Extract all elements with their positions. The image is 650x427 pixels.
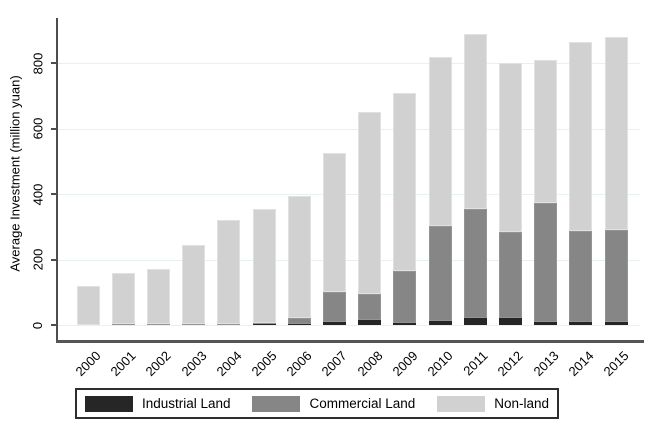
y-tick-label-text: 0	[30, 321, 46, 329]
segment-non-land	[358, 112, 382, 294]
segment-non-land	[463, 33, 487, 209]
bar-2011	[463, 33, 487, 325]
segment-industrial-land	[428, 321, 452, 325]
segment-industrial-land	[287, 324, 311, 325]
gridline-y-600	[58, 128, 640, 130]
legend-label: Commercial Land	[309, 396, 416, 411]
y-tick-label-text: 200	[30, 248, 46, 271]
segment-commercial-land	[534, 203, 558, 322]
segment-commercial-land	[428, 226, 452, 322]
segment-non-land	[146, 268, 170, 324]
segment-non-land	[604, 37, 628, 230]
legend-swatch-commercial-land	[252, 395, 301, 412]
gridline-y-800	[58, 63, 640, 65]
bar-2005	[252, 208, 276, 325]
segment-commercial-land	[287, 318, 311, 325]
segment-industrial-land	[498, 318, 522, 325]
segment-non-land	[252, 208, 276, 323]
x-tick-label-2015: 2015	[601, 347, 650, 379]
segment-non-land	[428, 56, 452, 227]
segment-industrial-land	[393, 323, 417, 325]
y-axis-line	[56, 18, 58, 343]
gridline-y-200	[58, 259, 640, 261]
segment-commercial-land	[393, 270, 417, 324]
segment-commercial-land	[463, 208, 487, 318]
segment-commercial-land	[358, 293, 382, 321]
y-tick-200	[51, 258, 56, 261]
segment-non-land	[287, 195, 311, 319]
segment-commercial-land	[182, 324, 206, 325]
y-tick-0	[51, 324, 56, 326]
y-tick-600	[51, 127, 56, 130]
segment-commercial-land	[146, 323, 170, 325]
bar-2009	[393, 92, 417, 325]
bar-2010	[428, 56, 452, 325]
segment-non-land	[569, 42, 593, 231]
segment-commercial-land	[217, 323, 241, 325]
legend-swatch-non-land	[437, 395, 486, 412]
segment-non-land	[217, 220, 241, 324]
segment-non-land	[182, 244, 206, 325]
gridline-y-0	[58, 325, 640, 326]
segment-industrial-land	[322, 322, 346, 325]
segment-non-land	[76, 285, 100, 325]
y-tick-label-text: 400	[30, 183, 46, 206]
segment-commercial-land	[498, 231, 522, 319]
segment-industrial-land	[569, 322, 593, 325]
bar-2000	[76, 285, 100, 325]
segment-industrial-land	[252, 324, 276, 325]
bar-2001	[111, 273, 135, 325]
legend-item-non-land: Non-land	[437, 395, 549, 412]
legend-swatch-industrial-land	[85, 395, 133, 412]
bar-2012	[498, 63, 522, 325]
bar-2006	[287, 195, 311, 325]
segment-non-land	[393, 92, 417, 271]
segment-commercial-land	[569, 230, 593, 323]
bar-2004	[217, 220, 241, 325]
gridline-y-400	[58, 194, 640, 196]
y-tick-label-0: 0	[23, 310, 53, 340]
segment-commercial-land	[252, 322, 276, 325]
y-tick-label-600: 600	[23, 114, 53, 144]
y-tick-label-400: 400	[23, 179, 53, 209]
legend-label: Non-land	[494, 396, 549, 411]
bar-2003	[182, 244, 206, 325]
bar-2002	[146, 268, 170, 325]
y-tick-400	[51, 193, 56, 196]
bar-2015	[604, 37, 628, 325]
x-tick-label-text: 2000	[72, 348, 104, 380]
bar-2014	[569, 42, 593, 325]
segment-non-land	[111, 273, 135, 324]
segment-commercial-land	[322, 292, 346, 323]
legend-label: Industrial Land	[142, 396, 231, 411]
segment-industrial-land	[463, 317, 487, 325]
bar-2013	[534, 60, 558, 325]
y-tick-label-800: 800	[23, 48, 53, 78]
segment-commercial-land	[111, 323, 135, 325]
y-tick-label-text: 600	[30, 117, 46, 140]
segment-commercial-land	[604, 229, 628, 322]
segment-non-land	[534, 60, 558, 204]
segment-industrial-land	[604, 321, 628, 325]
legend-item-industrial-land: Industrial Land	[85, 395, 231, 412]
segment-non-land	[322, 153, 346, 293]
y-tick-label-text: 800	[30, 52, 46, 75]
legend-item-commercial-land: Commercial Land	[252, 395, 416, 412]
bar-2008	[358, 112, 382, 325]
y-tick-label-200: 200	[23, 245, 53, 275]
y-axis-title-text: Average Investment (million yuan)	[7, 74, 23, 272]
segment-industrial-land	[358, 320, 382, 325]
bar-2007	[322, 153, 346, 325]
x-axis-line	[56, 340, 644, 343]
legend: Industrial Land Commercial Land Non-land	[75, 388, 559, 419]
segment-industrial-land	[534, 321, 558, 325]
segment-non-land	[498, 63, 522, 232]
y-tick-800	[51, 62, 56, 65]
